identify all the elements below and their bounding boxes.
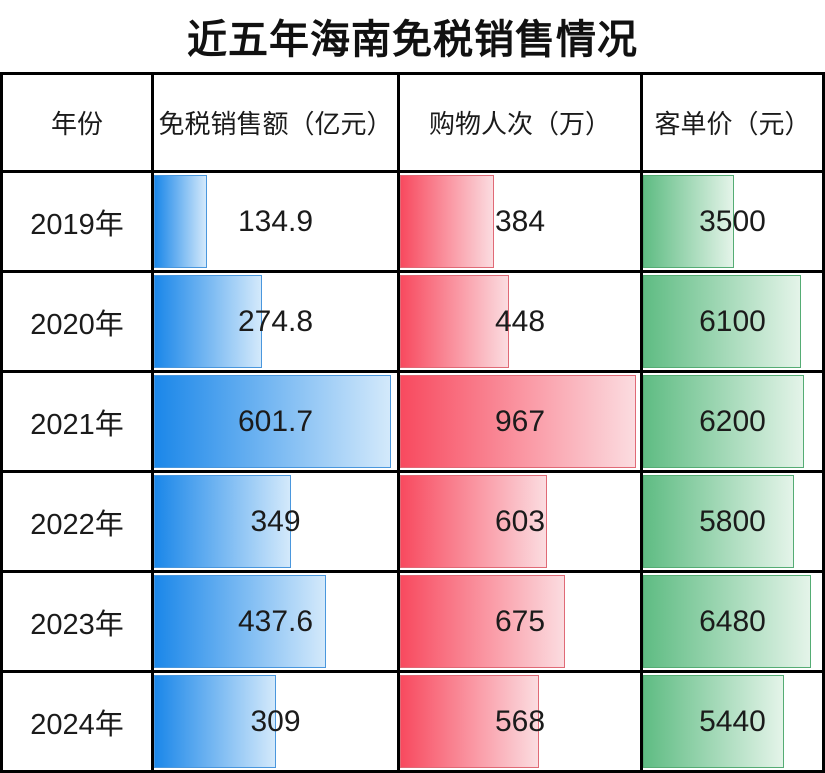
sales-value: 349 bbox=[250, 504, 301, 538]
price-value: 3500 bbox=[699, 204, 766, 238]
shoppers-value: 384 bbox=[494, 204, 546, 238]
shoppers-cell: 568 bbox=[400, 673, 640, 770]
sales-bar bbox=[154, 375, 391, 468]
year-label: 2020年 bbox=[3, 273, 151, 370]
price-bar bbox=[643, 475, 794, 568]
shoppers-cell: 384 bbox=[400, 173, 640, 270]
price-cell: 5440 bbox=[643, 673, 822, 770]
price-bar bbox=[643, 275, 802, 368]
price-cell: 6480 bbox=[643, 573, 822, 670]
shoppers-value: 675 bbox=[494, 604, 546, 638]
sales-value: 601.7 bbox=[237, 404, 314, 438]
year-label: 2021年 bbox=[3, 373, 151, 470]
page-title: 近五年海南免税销售情况 bbox=[187, 18, 638, 62]
sales-bar bbox=[154, 575, 327, 668]
sales-value: 274.8 bbox=[237, 304, 314, 338]
shoppers-bar bbox=[400, 175, 494, 268]
price-value: 5440 bbox=[699, 704, 766, 738]
shoppers-cell: 448 bbox=[400, 273, 640, 370]
sales-bar bbox=[154, 675, 276, 768]
price-bar bbox=[643, 375, 805, 468]
shoppers-bar bbox=[400, 675, 539, 768]
sales-cell: 349 bbox=[154, 473, 397, 570]
price-bar bbox=[643, 575, 812, 668]
price-cell: 5800 bbox=[643, 473, 822, 570]
shoppers-cell: 675 bbox=[400, 573, 640, 670]
sales-bar bbox=[154, 275, 263, 368]
sales-bar bbox=[154, 175, 208, 268]
year-label: 2023年 bbox=[3, 573, 151, 670]
price-cell: 6100 bbox=[643, 273, 822, 370]
sales-bar bbox=[154, 475, 292, 568]
column-header-sales: 免税销售额（亿元） bbox=[154, 75, 397, 170]
sales-value: 437.6 bbox=[237, 604, 314, 638]
sales-cell: 134.9 bbox=[154, 173, 397, 270]
shoppers-cell: 603 bbox=[400, 473, 640, 570]
sales-cell: 274.8 bbox=[154, 273, 397, 370]
price-cell: 6200 bbox=[643, 373, 822, 470]
price-value: 6480 bbox=[699, 604, 766, 638]
price-value: 5800 bbox=[699, 504, 766, 538]
sales-cell: 437.6 bbox=[154, 573, 397, 670]
sales-table: 年份 免税销售额（亿元） 购物人次（万） 客单价（元） 2019年 134.9 … bbox=[0, 72, 825, 773]
price-bar bbox=[643, 175, 734, 268]
price-value: 6200 bbox=[699, 404, 766, 438]
column-header-shoppers: 购物人次（万） bbox=[400, 75, 640, 170]
shoppers-bar bbox=[400, 275, 510, 368]
year-label: 2019年 bbox=[3, 173, 151, 270]
column-header-price: 客单价（元） bbox=[643, 75, 822, 170]
shoppers-value: 568 bbox=[494, 704, 546, 738]
price-cell: 3500 bbox=[643, 173, 822, 270]
shoppers-bar bbox=[400, 375, 637, 468]
shoppers-cell: 967 bbox=[400, 373, 640, 470]
sales-cell: 309 bbox=[154, 673, 397, 770]
year-label: 2022年 bbox=[3, 473, 151, 570]
shoppers-bar bbox=[400, 475, 548, 568]
sales-value: 309 bbox=[250, 704, 301, 738]
price-value: 6100 bbox=[699, 304, 766, 338]
column-header-year: 年份 bbox=[3, 75, 151, 170]
shoppers-value: 967 bbox=[494, 404, 546, 438]
shoppers-value: 448 bbox=[494, 304, 546, 338]
sales-value: 134.9 bbox=[237, 204, 314, 238]
price-bar bbox=[643, 675, 785, 768]
shoppers-value: 603 bbox=[494, 504, 546, 538]
sales-cell: 601.7 bbox=[154, 373, 397, 470]
year-label: 2024年 bbox=[3, 673, 151, 770]
shoppers-bar bbox=[400, 575, 565, 668]
